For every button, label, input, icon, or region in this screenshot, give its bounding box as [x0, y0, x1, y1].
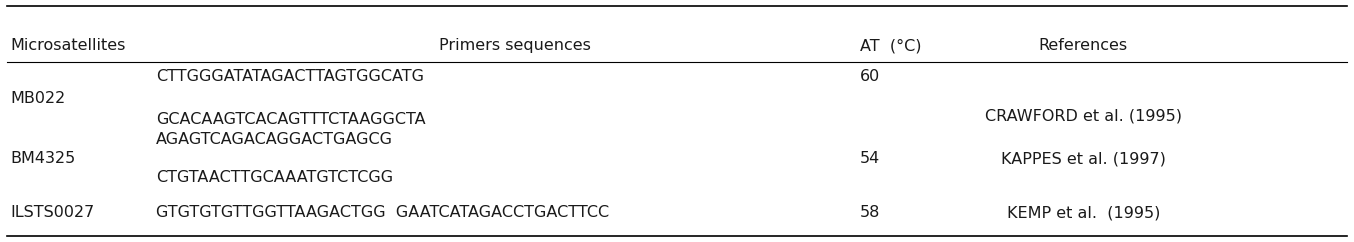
- Text: CRAWFORD et al. (1995): CRAWFORD et al. (1995): [984, 109, 1182, 124]
- Text: Primers sequences: Primers sequences: [439, 38, 590, 53]
- Text: ILSTS0027: ILSTS0027: [11, 205, 95, 220]
- Text: KAPPES et al. (1997): KAPPES et al. (1997): [1001, 151, 1166, 166]
- Text: AGAGTCAGACAGGACTGAGCG: AGAGTCAGACAGGACTGAGCG: [156, 132, 393, 147]
- Text: References: References: [1039, 38, 1128, 53]
- Text: CTGTAACTTGCAAATGTCTCGG: CTGTAACTTGCAAATGTCTCGG: [156, 170, 393, 185]
- Text: Microsatellites: Microsatellites: [11, 38, 126, 53]
- Text: KEMP et al.  (1995): KEMP et al. (1995): [1006, 205, 1160, 220]
- Text: BM4325: BM4325: [11, 151, 76, 166]
- Text: CTTGGGATATAGACTTAGTGGCATG: CTTGGGATATAGACTTAGTGGCATG: [156, 69, 424, 84]
- Text: MB022: MB022: [11, 91, 66, 106]
- Text: 54: 54: [860, 151, 880, 166]
- Text: AT  (°C): AT (°C): [860, 38, 921, 53]
- Text: 58: 58: [860, 205, 880, 220]
- Text: GTGTGTGTTGGTTAAGACTGG  GAATCATAGACCTGACTTCC: GTGTGTGTTGGTTAAGACTGG GAATCATAGACCTGACTT…: [156, 205, 609, 220]
- Text: 60: 60: [860, 69, 880, 84]
- Text: GCACAAGTCACAGTTTCTAAGGCTA: GCACAAGTCACAGTTTCTAAGGCTA: [156, 112, 425, 127]
